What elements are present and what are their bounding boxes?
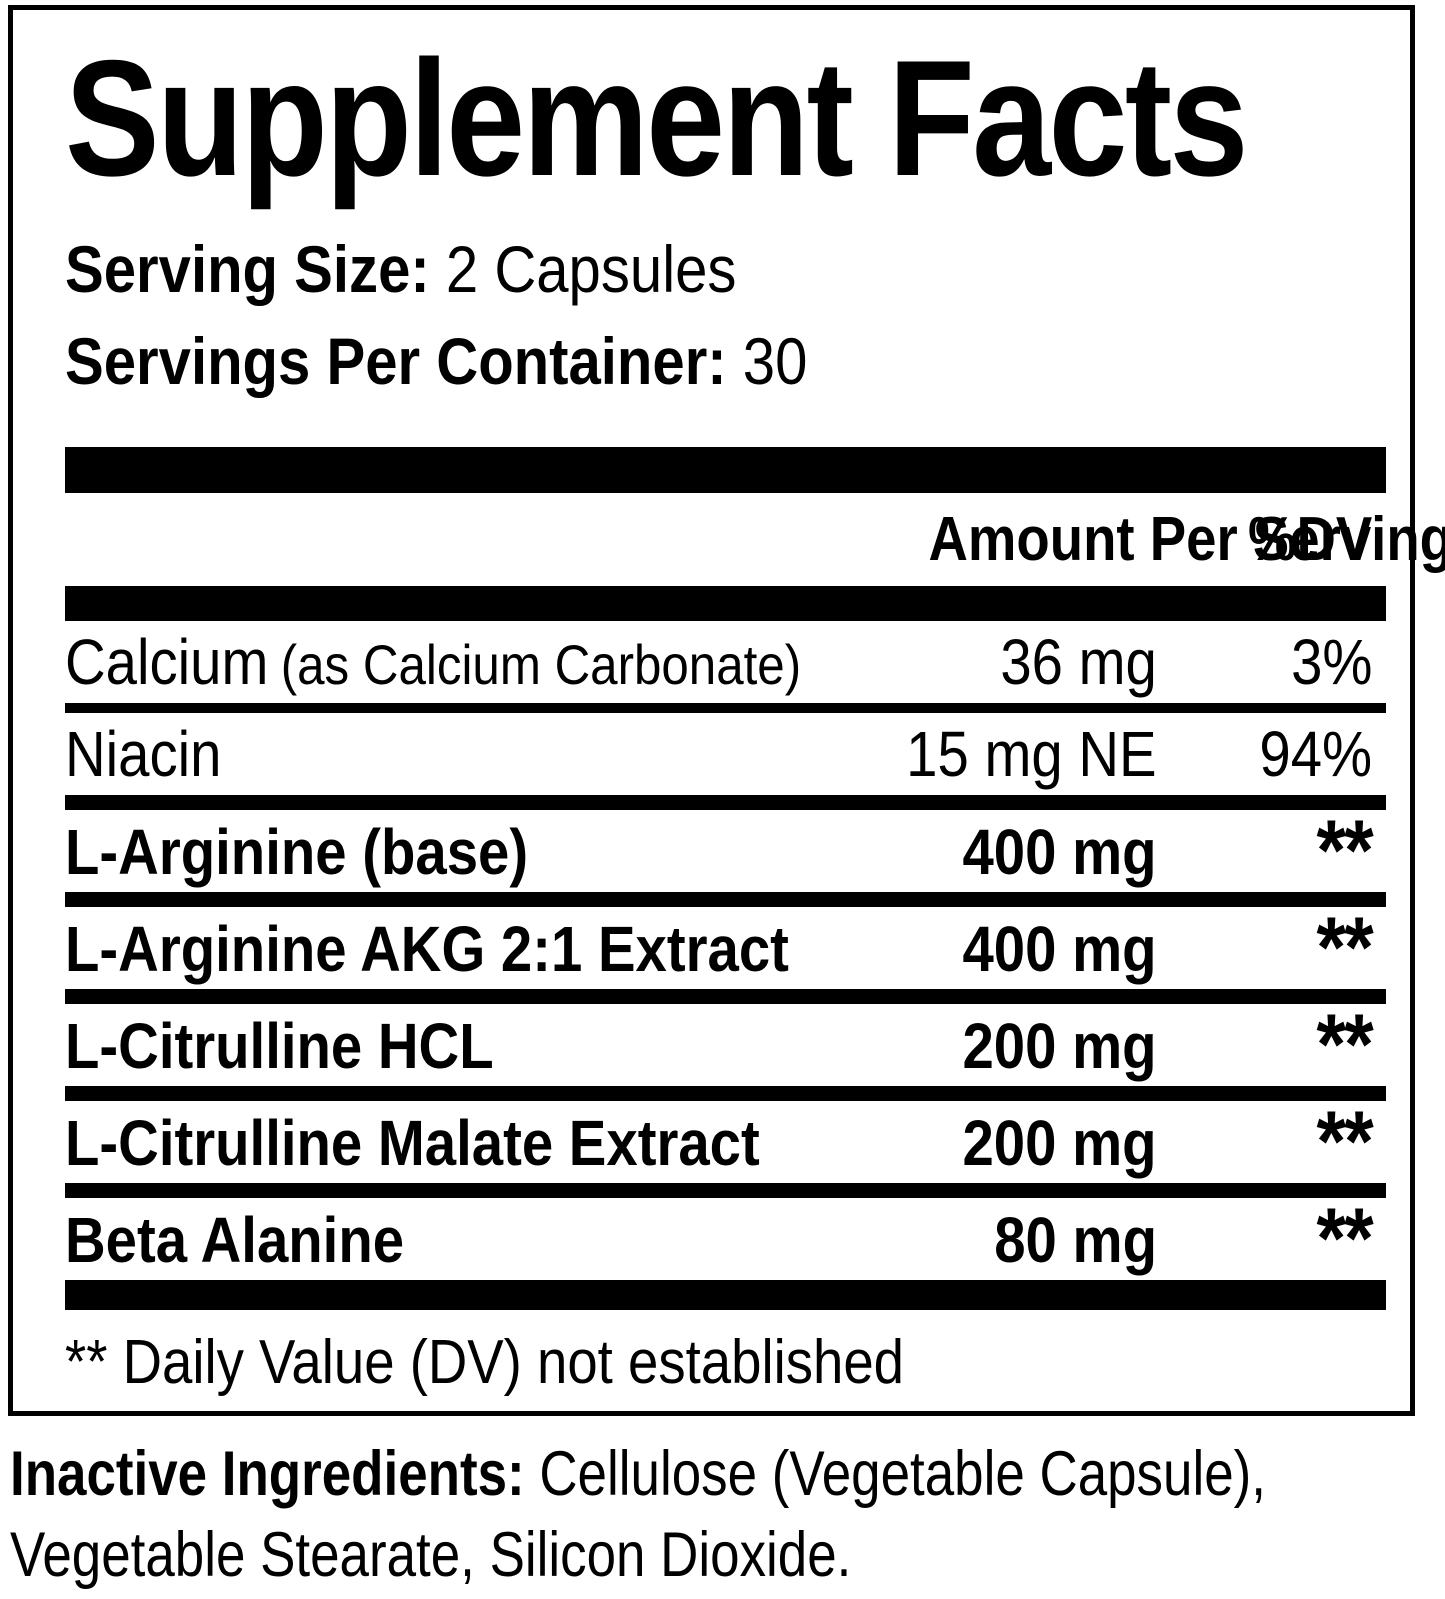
ingredient-dv: ** xyxy=(1316,899,1374,996)
ingredient-amount: 200 mg xyxy=(962,1107,1157,1180)
ingredient-dv-cell: 94% xyxy=(1157,717,1372,791)
ingredient-name-cell: L-Arginine AKG 2:1 Extract xyxy=(65,912,857,986)
ingredient-name: Niacin xyxy=(65,717,222,790)
ingredient-dv-cell: ** xyxy=(1157,802,1374,899)
row-divider xyxy=(65,988,1386,1004)
ingredient-name-cell: Calcium (as Calcium Carbonate) xyxy=(65,625,857,699)
ingredient-name: L-Arginine (base) xyxy=(65,816,529,889)
ingredient-dv: ** xyxy=(1316,802,1374,899)
table-row: L-Citrulline Malate Extract 200 mg ** xyxy=(13,1093,1410,1190)
ingredient-name: L-Arginine AKG 2:1 Extract xyxy=(65,913,789,986)
ingredient-dv: ** xyxy=(1316,1190,1374,1287)
ingredient-amount: 400 mg xyxy=(962,913,1157,986)
amount-per-serving-header: Amount Per Serving xyxy=(928,504,1445,574)
serving-size-value: 2 Capsules xyxy=(445,232,737,306)
ingredient-name: L-Citrulline Malate Extract xyxy=(65,1107,760,1180)
ingredient-name-cell: Beta Alanine xyxy=(65,1203,857,1277)
ingredient-amount-cell: 15 mg NE xyxy=(857,717,1157,791)
table-header-row: Amount Per Serving %DV xyxy=(13,493,1445,586)
table-row: Niacin 15 mg NE 94% xyxy=(13,713,1410,795)
ingredient-amount-cell: 80 mg xyxy=(857,1203,1157,1277)
ingredient-name: Calcium xyxy=(65,625,269,698)
footnote: ** Daily Value (DV) not established xyxy=(13,1310,1410,1400)
ingredient-amount-cell: 400 mg xyxy=(857,815,1157,889)
ingredient-name: L-Citrulline HCL xyxy=(65,1010,494,1083)
ingredient-amount: 400 mg xyxy=(962,816,1157,889)
serving-size-label: Serving Size: xyxy=(65,232,430,306)
supplement-facts-panel: Supplement Facts Serving Size: 2 Capsule… xyxy=(8,5,1445,1416)
ingredient-name-cell: L-Arginine (base) xyxy=(65,815,857,889)
servings-per-container-label: Servings Per Container: xyxy=(65,323,727,398)
ingredient-amount: 15 mg NE xyxy=(906,717,1157,790)
ingredient-dv: 3% xyxy=(1290,625,1372,698)
ingredient-amount-cell: 200 mg xyxy=(857,1106,1157,1180)
ingredient-dv-cell: ** xyxy=(1157,1190,1374,1287)
ingredient-name: Beta Alanine xyxy=(65,1204,405,1277)
serving-size-line: Serving Size: 2 Capsules xyxy=(65,232,1410,307)
inactive-ingredients-text1: Cellulose (Vegetable Capsule), xyxy=(539,1439,1266,1509)
row-divider xyxy=(65,891,1386,907)
ingredient-amount-cell: 36 mg xyxy=(857,625,1157,699)
row-divider xyxy=(65,1085,1386,1101)
footnote-text: ** Daily Value (DV) not established xyxy=(65,1327,905,1397)
ingredient-dv: 94% xyxy=(1259,717,1372,790)
ingredient-name-cell: L-Citrulline Malate Extract xyxy=(65,1106,857,1180)
ingredient-rows: Calcium (as Calcium Carbonate) 36 mg 3% N… xyxy=(13,621,1410,1310)
ingredient-dv-cell: 3% xyxy=(1157,625,1372,699)
table-row: Beta Alanine 80 mg ** xyxy=(13,1190,1410,1287)
ingredient-amount-cell: 400 mg xyxy=(857,912,1157,986)
ingredient-dv: ** xyxy=(1316,996,1374,1093)
row-divider xyxy=(65,1182,1386,1198)
table-row: L-Arginine (base) 400 mg ** xyxy=(13,802,1410,899)
inactive-ingredients: Inactive Ingredients: Cellulose (Vegetab… xyxy=(10,1434,1440,1595)
ingredient-name-cell: L-Citrulline HCL xyxy=(65,1009,857,1083)
row-divider xyxy=(65,794,1386,810)
divider-header-thick xyxy=(65,585,1386,621)
table-row: L-Citrulline HCL 200 mg ** xyxy=(13,996,1410,1093)
servings-per-container-line: Servings Per Container: 30 xyxy=(65,323,1410,399)
inactive-ingredients-label: Inactive Ingredients: xyxy=(10,1439,525,1509)
percent-dv-header: %DV xyxy=(1247,504,1372,574)
ingredient-dv-cell: ** xyxy=(1157,899,1374,996)
row-divider xyxy=(65,1279,1386,1310)
divider-top-thick xyxy=(65,446,1386,493)
inactive-ingredients-line2: Vegetable Stearate, Silicon Dioxide. xyxy=(10,1519,852,1590)
ingredient-dv: ** xyxy=(1316,1093,1374,1190)
table-row: L-Arginine AKG 2:1 Extract 400 mg ** xyxy=(13,899,1410,996)
ingredient-dv-cell: ** xyxy=(1157,1093,1374,1190)
ingredient-name-cell: Niacin xyxy=(65,717,857,791)
table-row: Calcium (as Calcium Carbonate) 36 mg 3% xyxy=(13,621,1410,703)
ingredient-amount-cell: 200 mg xyxy=(857,1009,1157,1083)
ingredient-amount: 80 mg xyxy=(994,1204,1157,1277)
row-divider xyxy=(65,702,1386,713)
panel-title: Supplement Facts xyxy=(65,26,1248,210)
servings-per-container-value: 30 xyxy=(742,323,808,398)
ingredient-name-note: (as Calcium Carbonate) xyxy=(280,632,802,696)
ingredient-dv-cell: ** xyxy=(1157,996,1374,1093)
inactive-ingredients-line1: Inactive Ingredients: Cellulose (Vegetab… xyxy=(10,1434,1266,1515)
ingredient-amount: 200 mg xyxy=(962,1010,1157,1083)
ingredient-amount: 36 mg xyxy=(1000,625,1157,698)
